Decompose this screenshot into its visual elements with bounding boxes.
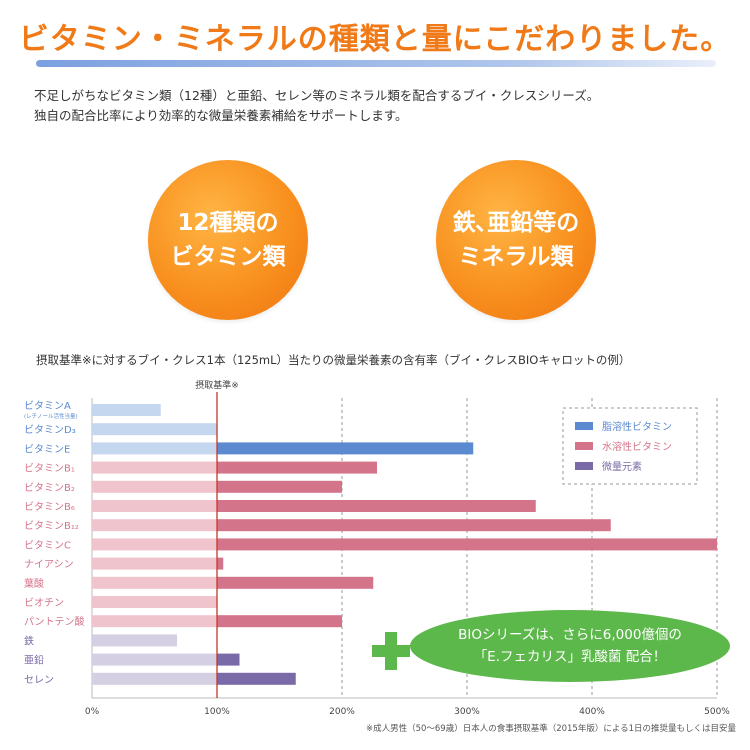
intro-line-2: 独自の配合比率により効率的な微量栄養素補給をサポートします。	[34, 108, 408, 123]
legend-swatch	[575, 442, 593, 450]
category-label: ビタミンC	[24, 539, 71, 551]
mineral-circle-badge: 鉄､亜鉛等の ミネラル類	[436, 160, 596, 320]
bar-base	[92, 404, 161, 416]
x-tick-label: 400%	[579, 707, 605, 717]
bio-callout-line-1: BIOシリーズは、さらに6,000億個の	[458, 627, 682, 643]
bar-excess	[217, 576, 374, 589]
category-label: ビオチン	[24, 597, 64, 609]
bar-excess	[217, 500, 536, 512]
category-label: 亜鉛	[24, 654, 44, 667]
legend-label: 微量元素	[602, 460, 642, 473]
x-tick-label: 200%	[329, 707, 355, 717]
bar-base	[92, 653, 217, 666]
bio-callout-line-2: 「E.フェカリス」乳酸菌 配合！	[473, 649, 667, 665]
legend-swatch	[575, 462, 593, 470]
category-label: ビタミンA	[24, 400, 71, 412]
bar-base	[92, 461, 217, 474]
bar-base	[92, 672, 217, 685]
bar-base	[92, 423, 217, 436]
bar-base	[92, 442, 217, 455]
category-label: パントテン酸	[24, 615, 85, 628]
vitamin-circle-badge: 12種類の ビタミン類	[148, 160, 308, 320]
category-label: 鉄	[24, 634, 34, 647]
bar-base	[92, 500, 217, 512]
intro-line-1: 不足しがちなビタミン類（12種）と亜鉛、セレン等のミネラル類を配合するブイ・クレ…	[34, 88, 600, 103]
plus-icon	[372, 632, 410, 670]
bar-base	[92, 519, 217, 532]
bar-base	[92, 557, 217, 570]
bar-base	[92, 634, 177, 647]
category-label: ナイアシン	[24, 559, 74, 571]
bar-base	[92, 538, 217, 551]
bar-base	[92, 615, 217, 628]
legend-swatch	[575, 422, 593, 430]
footnote: ※成人男性（50〜69歳）日本人の食事摂取基準（2015年版）による1日の推奨量…	[365, 724, 736, 734]
legend-label: 水溶性ビタミン	[602, 440, 672, 453]
x-tick-label: 300%	[454, 707, 480, 717]
bar-excess	[217, 442, 474, 455]
headline: ビタミン・ミネラルの種類と量にこだわりました。	[18, 22, 732, 57]
bio-callout: BIOシリーズは、さらに6,000億個の 「E.フェカリス」乳酸菌 配合！	[410, 610, 730, 682]
x-tick-label: 500%	[704, 707, 730, 717]
bar-excess	[217, 653, 240, 666]
bar-excess	[217, 557, 224, 570]
bar-base	[92, 480, 217, 493]
x-tick-label: 0%	[85, 707, 100, 717]
mineral-circle-line-1: 鉄､亜鉛等の	[452, 210, 580, 236]
category-label: ビタミンB₂	[24, 482, 75, 494]
category-label: ビタミンB₁₂	[24, 520, 79, 532]
category-label: ビタミンD₃	[24, 424, 76, 436]
vitamin-circle-line-2: ビタミン類	[170, 244, 286, 270]
vitamin-circle-line-1: 12種類の	[177, 210, 279, 236]
bar-excess	[217, 615, 342, 628]
category-sublabel: (レチノール活性当量)	[24, 412, 78, 420]
bar-excess	[217, 538, 717, 551]
bar-base	[92, 596, 217, 608]
bar-excess	[217, 519, 611, 532]
chart-title: 摂取基準※に対するブイ・クレス1本（125mL）当たりの微量栄養素の含有率（ブイ…	[36, 353, 631, 367]
intro-text: 不足しがちなビタミン類（12種）と亜鉛、セレン等のミネラル類を配合するブイ・クレ…	[34, 86, 599, 126]
category-label: 葉酸	[24, 577, 44, 590]
brush-underline	[36, 60, 716, 67]
category-label: ビタミンB₁	[24, 463, 75, 475]
x-tick-label: 100%	[204, 707, 230, 717]
legend-label: 脂溶性ビタミン	[602, 420, 672, 433]
bar-excess	[217, 672, 296, 685]
bar-excess	[217, 480, 342, 493]
category-label: ビタミンB₆	[24, 501, 75, 513]
mineral-circle-line-2: ミネラル類	[458, 244, 574, 270]
category-label: ビタミンE	[24, 443, 70, 455]
bar-base	[92, 576, 217, 589]
bar-excess	[217, 461, 377, 474]
category-label: セレン	[24, 674, 54, 686]
reference-label: 摂取基準※	[195, 379, 239, 391]
